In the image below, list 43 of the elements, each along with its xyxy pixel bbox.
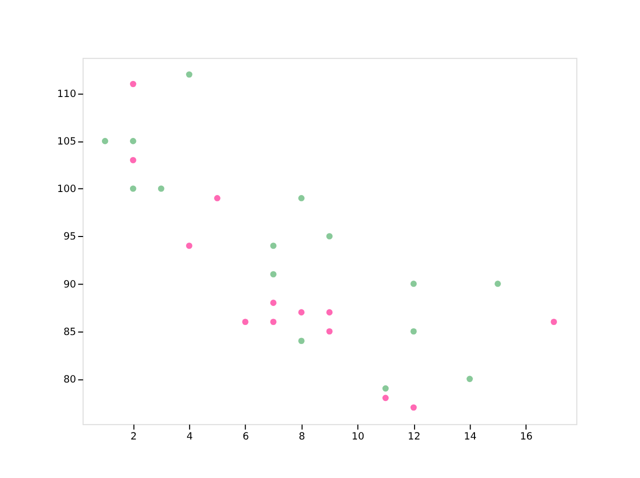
y-tick-label: 110 bbox=[57, 88, 76, 100]
point bbox=[326, 309, 333, 316]
point bbox=[494, 280, 501, 287]
point bbox=[158, 186, 164, 192]
point bbox=[270, 271, 276, 278]
x-tick-label: 14 bbox=[464, 432, 477, 443]
point bbox=[410, 328, 417, 334]
y-tick-label: 85 bbox=[63, 326, 76, 338]
point bbox=[326, 328, 333, 334]
point bbox=[186, 242, 192, 249]
point bbox=[242, 318, 248, 325]
y-tick-label: 90 bbox=[63, 279, 76, 290]
x-tick-label: 16 bbox=[520, 432, 533, 443]
x-tick-label: 10 bbox=[352, 432, 364, 443]
point bbox=[102, 138, 108, 144]
x-tick-label: 8 bbox=[298, 432, 306, 443]
point bbox=[298, 195, 305, 202]
point bbox=[130, 186, 136, 192]
point bbox=[410, 404, 417, 411]
x-tick-label: 6 bbox=[242, 432, 249, 443]
point bbox=[270, 242, 276, 249]
y-tick-label: 105 bbox=[57, 136, 76, 148]
point bbox=[466, 376, 473, 382]
point bbox=[326, 233, 333, 240]
x-tick-label: 4 bbox=[186, 432, 193, 443]
point bbox=[214, 195, 220, 202]
point bbox=[270, 300, 276, 306]
point bbox=[550, 318, 558, 325]
point bbox=[130, 156, 136, 164]
point bbox=[130, 80, 136, 88]
y-tick-label: 80 bbox=[63, 374, 76, 386]
point bbox=[382, 385, 389, 392]
y-tick-label: 95 bbox=[63, 232, 76, 243]
x-tick-label: 2 bbox=[130, 432, 137, 443]
point bbox=[382, 394, 389, 402]
point bbox=[270, 318, 276, 325]
point bbox=[298, 309, 305, 316]
point bbox=[298, 338, 305, 344]
y-tick-label: 100 bbox=[57, 184, 76, 196]
point bbox=[186, 71, 192, 78]
point bbox=[410, 280, 417, 287]
point bbox=[130, 138, 136, 144]
x-tick-label: 12 bbox=[408, 432, 420, 443]
